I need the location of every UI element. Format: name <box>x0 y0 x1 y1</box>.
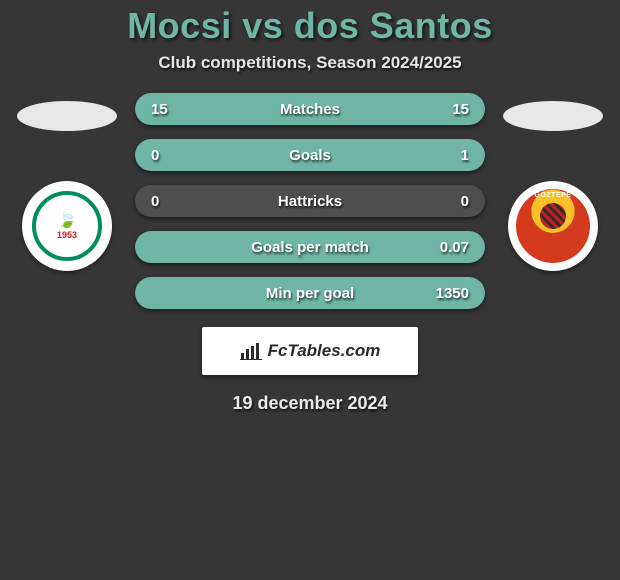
comparison-body: 🍃 1953 15 Matches 15 0 Goals <box>0 93 620 309</box>
stat-label: Goals <box>289 147 331 164</box>
right-side: GÖZTEPE <box>503 93 603 271</box>
stat-label: Min per goal <box>266 285 354 302</box>
stat-row-hattricks: 0 Hattricks 0 <box>135 185 485 217</box>
stat-right-value: 0.07 <box>440 239 469 256</box>
left-side: 🍃 1953 <box>17 93 117 271</box>
brand-text: FcTables.com <box>268 341 381 361</box>
goztepe-crest-icon: GÖZTEPE <box>516 189 590 263</box>
stat-right-value: 0 <box>461 193 469 210</box>
stat-label: Goals per match <box>251 239 369 256</box>
comparison-card: Mocsi vs dos Santos Club competitions, S… <box>0 0 620 580</box>
bar-chart-icon <box>240 342 262 360</box>
page-title: Mocsi vs dos Santos <box>127 5 493 47</box>
stat-label: Matches <box>280 101 340 118</box>
page-subtitle: Club competitions, Season 2024/2025 <box>158 53 461 73</box>
player-avatar-placeholder-right <box>503 101 603 131</box>
stat-left-value: 0 <box>151 193 159 210</box>
stat-label: Hattricks <box>278 193 342 210</box>
stat-overlay: Goals per match 0.07 <box>135 231 485 263</box>
player-avatar-placeholder-left <box>17 101 117 131</box>
stat-row-goals: 0 Goals 1 <box>135 139 485 171</box>
stat-row-matches: 15 Matches 15 <box>135 93 485 125</box>
team-crest-right: GÖZTEPE <box>508 181 598 271</box>
stat-right-value: 1 <box>461 147 469 164</box>
stats-column: 15 Matches 15 0 Goals 1 0 Hattricks 0 <box>135 93 485 309</box>
stat-overlay: Min per goal 1350 <box>135 277 485 309</box>
stat-row-gpm: Goals per match 0.07 <box>135 231 485 263</box>
stat-overlay: 15 Matches 15 <box>135 93 485 125</box>
stat-left-value: 0 <box>151 147 159 164</box>
stat-row-mpg: Min per goal 1350 <box>135 277 485 309</box>
stat-left-value: 15 <box>151 101 168 118</box>
stat-overlay: 0 Goals 1 <box>135 139 485 171</box>
football-icon <box>540 203 566 229</box>
stat-overlay: 0 Hattricks 0 <box>135 185 485 217</box>
brand-badge[interactable]: FcTables.com <box>202 327 418 375</box>
rizespor-crest-icon: 🍃 1953 <box>32 191 102 261</box>
stat-right-value: 15 <box>452 101 469 118</box>
tea-leaf-icon: 🍃 <box>57 213 77 229</box>
stat-right-value: 1350 <box>436 285 469 302</box>
date-text: 19 december 2024 <box>232 393 387 414</box>
team-crest-left: 🍃 1953 <box>22 181 112 271</box>
crest-text: GÖZTEPE <box>535 192 572 199</box>
crest-year: 1953 <box>57 230 77 240</box>
